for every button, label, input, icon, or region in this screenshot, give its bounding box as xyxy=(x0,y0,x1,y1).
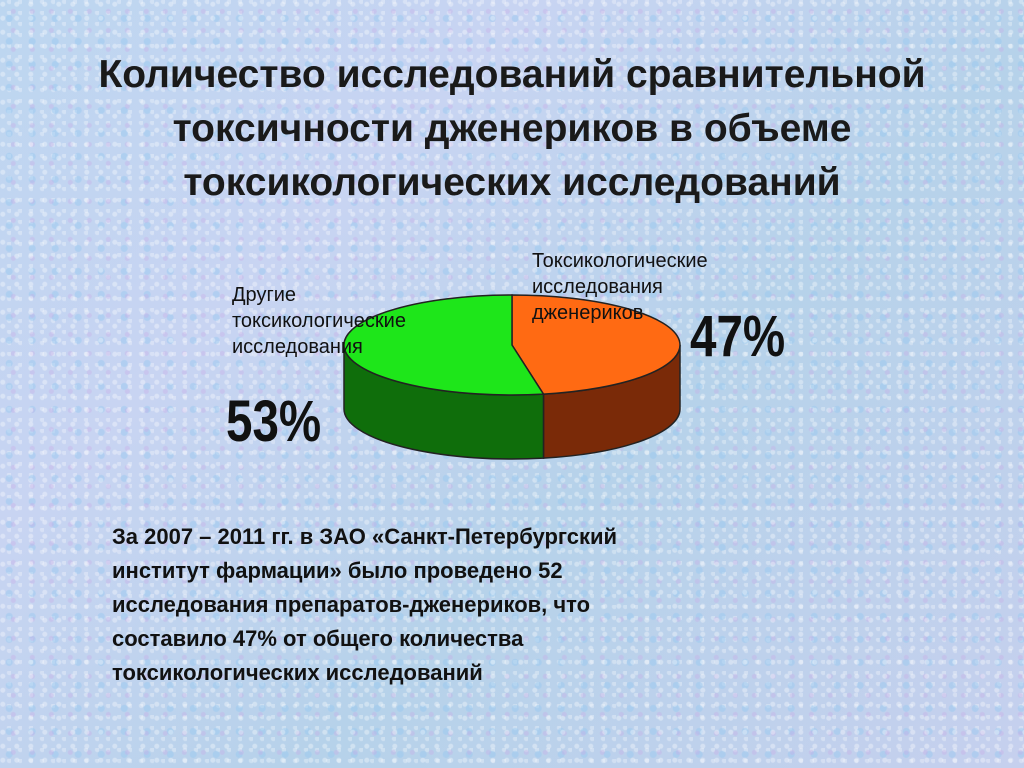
title-line: Количество исследований сравнительной xyxy=(98,53,926,96)
summary-line: составило 47% от общего количества xyxy=(112,626,524,651)
slice-label-line: Токсикологические xyxy=(532,250,708,272)
slide-title: Количество исследований сравнительной то… xyxy=(0,48,1024,210)
title-line: токсикологических исследований xyxy=(183,161,841,204)
summary-text: За 2007 – 2011 гг. в ЗАО «Санкт-Петербур… xyxy=(112,520,812,690)
slice-label-line: токсикологические xyxy=(232,310,406,332)
summary-line: исследования препаратов-дженериков, что xyxy=(112,592,591,617)
pie-slice xyxy=(343,294,545,396)
summary-line: За 2007 – 2011 гг. в ЗАО «Санкт-Петербур… xyxy=(112,524,618,549)
slice-label-line: исследования xyxy=(232,336,363,358)
slice-label-line: Другие xyxy=(232,284,297,306)
slice-label-generics: Токсикологические исследования дженерико… xyxy=(532,248,708,326)
value-label-generics: 47% xyxy=(690,304,786,369)
pie-slice xyxy=(511,294,681,395)
slice-label-line: исследования xyxy=(532,276,663,298)
value-label-other: 53% xyxy=(226,389,322,454)
slice-label-line: дженериков xyxy=(532,302,644,324)
summary-line: токсикологических исследований xyxy=(112,660,483,685)
title-line: токсичности дженериков в объеме xyxy=(172,107,852,150)
summary-line: институт фармации» было проведено 52 xyxy=(112,558,563,583)
slice-label-other: Другие токсикологические исследования xyxy=(232,282,406,360)
